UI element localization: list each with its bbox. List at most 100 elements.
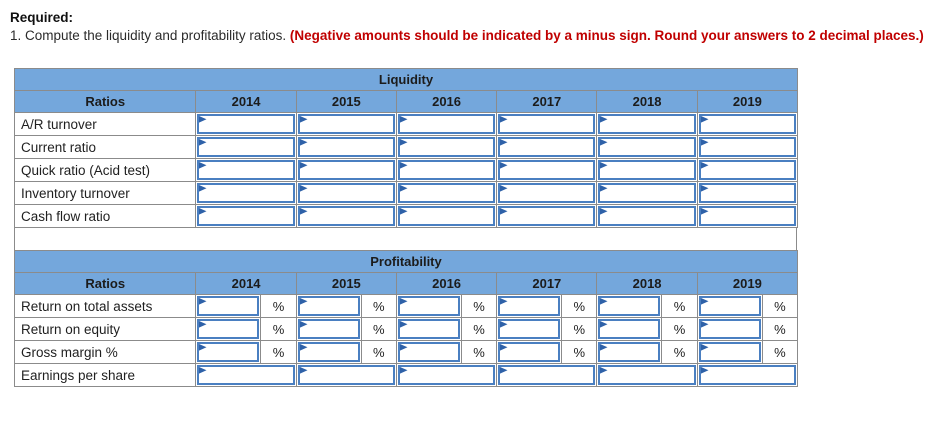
ratio-label: Return on total assets (13, 294, 197, 318)
answer-cell (395, 112, 498, 136)
answer-input[interactable] (598, 342, 661, 362)
answer-cell (395, 181, 498, 205)
answer-input[interactable] (197, 183, 295, 203)
answer-input[interactable] (598, 206, 696, 226)
answer-input[interactable] (397, 137, 496, 157)
answer-input[interactable] (297, 365, 395, 385)
ratio-row: Return on equity%%%%%% (13, 317, 799, 341)
answer-cell: % (596, 340, 698, 364)
answer-flag-icon (199, 367, 207, 375)
percent-suffix: % (260, 295, 296, 317)
answer-flag-icon (700, 116, 709, 124)
percent-suffix: % (661, 295, 697, 317)
answer-input[interactable] (498, 342, 561, 362)
answer-input[interactable] (397, 342, 460, 362)
answer-input[interactable] (698, 296, 761, 316)
answer-input[interactable] (598, 160, 696, 180)
percent-suffix: % (561, 341, 596, 363)
answer-flag-icon (500, 298, 508, 306)
answer-input[interactable] (698, 365, 796, 385)
answer-cell: % (696, 317, 799, 341)
answer-flag-icon (500, 344, 508, 352)
percent-suffix: % (661, 318, 697, 340)
answer-input[interactable] (197, 160, 295, 180)
answer-input[interactable] (297, 296, 360, 316)
answer-flag-icon (700, 185, 709, 193)
answer-input[interactable] (197, 365, 295, 385)
answer-input[interactable] (197, 296, 260, 316)
year-column-header: 2018 (596, 90, 698, 113)
answer-input[interactable] (397, 114, 496, 134)
percent-suffix: % (260, 341, 296, 363)
answer-input[interactable] (498, 206, 596, 226)
percent-suffix: % (561, 295, 596, 317)
ratio-label: A/R turnover (13, 112, 197, 136)
answer-flag-icon (199, 139, 207, 147)
ratio-label: Gross margin % (13, 340, 197, 364)
percent-suffix: % (260, 318, 296, 340)
ratio-row: Return on total assets%%%%%% (13, 294, 799, 318)
answer-input[interactable] (397, 365, 496, 385)
answer-input[interactable] (297, 206, 395, 226)
answer-flag-icon (600, 208, 608, 216)
answer-input[interactable] (297, 160, 395, 180)
answer-input[interactable] (498, 296, 561, 316)
answer-input[interactable] (698, 319, 761, 339)
answer-input[interactable] (197, 137, 295, 157)
answer-flag-icon (399, 162, 408, 170)
answer-input[interactable] (698, 183, 796, 203)
answer-flag-icon (399, 344, 408, 352)
answer-flag-icon (500, 116, 508, 124)
answer-input[interactable] (297, 114, 395, 134)
answer-input[interactable] (197, 342, 260, 362)
answer-input[interactable] (498, 114, 596, 134)
answer-cell (596, 181, 698, 205)
ratio-row: A/R turnover (13, 112, 799, 136)
answer-flag-icon (600, 321, 608, 329)
answer-flag-icon (399, 298, 408, 306)
ratio-label: Return on equity (13, 317, 197, 341)
answer-input[interactable] (598, 365, 696, 385)
answer-flag-icon (700, 139, 709, 147)
answer-input[interactable] (498, 365, 596, 385)
answer-input[interactable] (598, 137, 696, 157)
answer-input[interactable] (397, 160, 496, 180)
year-column-header: 2016 (395, 90, 498, 113)
answer-flag-icon (199, 116, 207, 124)
answer-input[interactable] (397, 319, 460, 339)
answer-input[interactable] (397, 206, 496, 226)
answer-input[interactable] (197, 114, 295, 134)
answer-flag-icon (399, 116, 408, 124)
answer-input[interactable] (297, 137, 395, 157)
ratio-row: Quick ratio (Acid test) (13, 158, 799, 182)
answer-input[interactable] (598, 319, 661, 339)
answer-input[interactable] (498, 183, 596, 203)
answer-cell (295, 181, 397, 205)
answer-input[interactable] (498, 137, 596, 157)
answer-cell (696, 135, 799, 159)
required-label: Required: (10, 10, 74, 25)
answer-input[interactable] (698, 206, 796, 226)
answer-input[interactable] (598, 296, 661, 316)
answer-input[interactable] (598, 183, 696, 203)
task-main-text: 1. Compute the liquidity and profitabili… (10, 28, 290, 43)
answer-input[interactable] (197, 206, 295, 226)
answer-cell (596, 158, 698, 182)
answer-input[interactable] (498, 319, 561, 339)
answer-input[interactable] (297, 342, 360, 362)
table-gap-row (14, 228, 797, 250)
answer-input[interactable] (498, 160, 596, 180)
answer-input[interactable] (598, 114, 696, 134)
answer-flag-icon (299, 367, 308, 375)
answer-input[interactable] (698, 160, 796, 180)
answer-flag-icon (299, 185, 308, 193)
answer-input[interactable] (397, 296, 460, 316)
answer-input[interactable] (197, 319, 260, 339)
answer-input[interactable] (297, 319, 360, 339)
answer-input[interactable] (397, 183, 496, 203)
percent-suffix: % (460, 318, 496, 340)
answer-input[interactable] (698, 114, 796, 134)
answer-input[interactable] (698, 342, 761, 362)
answer-input[interactable] (698, 137, 796, 157)
answer-input[interactable] (297, 183, 395, 203)
